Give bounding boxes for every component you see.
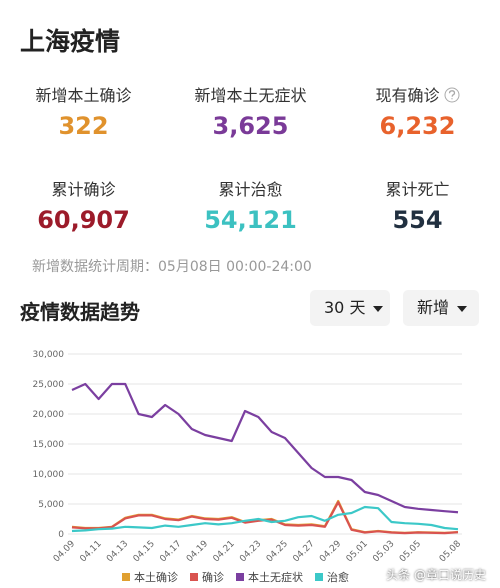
dropdown-label: 新增 bbox=[417, 298, 450, 317]
y-tick-label: 25,000 bbox=[33, 380, 65, 390]
x-tick-label: 05.05 bbox=[398, 539, 423, 564]
y-tick-label: 5,000 bbox=[38, 500, 64, 510]
x-tick-label: 05.08 bbox=[438, 539, 463, 564]
mode-dropdown[interactable]: 新增 bbox=[403, 290, 479, 326]
legend-swatch bbox=[315, 573, 323, 581]
x-tick-label: 04.23 bbox=[238, 539, 263, 564]
stat-value: 554 bbox=[392, 206, 443, 234]
stat: 现有确诊 6,232 bbox=[334, 82, 500, 140]
legend-label: 治愈 bbox=[327, 570, 349, 584]
stat: 累计治愈 54,121 bbox=[167, 176, 334, 234]
stat-value: 322 bbox=[58, 112, 109, 140]
dropdown-label: 30 天 bbox=[324, 298, 366, 317]
watermark: 头条 @章口说历史 bbox=[386, 568, 486, 582]
x-tick-label: 04.19 bbox=[185, 539, 210, 564]
stat-label: 累计治愈 bbox=[167, 176, 334, 200]
series-line bbox=[71, 505, 459, 533]
icon-ring bbox=[444, 87, 459, 103]
stat: 新增本土确诊 322 bbox=[0, 82, 167, 140]
period: 新增数据统计周期：05月08日 00:00-24:00 bbox=[32, 259, 312, 275]
x-tick-label: 04.21 bbox=[212, 539, 237, 564]
stat: 累计确诊 60,907 bbox=[0, 176, 167, 234]
stat: 累计死亡 554 bbox=[334, 176, 500, 234]
legend-label: 本土无症状 bbox=[248, 570, 303, 584]
x-tick-label: 05.01 bbox=[345, 539, 370, 564]
x-tick-label: 04.15 bbox=[132, 539, 157, 564]
x-tick-label: 04.09 bbox=[52, 539, 77, 564]
x-tick-label: 04.13 bbox=[105, 539, 130, 564]
stat: 新增本土无症状 3,625 bbox=[167, 82, 334, 140]
label-text: 新增本土确诊 bbox=[35, 86, 132, 105]
section-title: 疫情数据趋势 bbox=[20, 300, 140, 324]
x-tick-label: 04.25 bbox=[265, 539, 290, 564]
series-line bbox=[71, 382, 459, 514]
y-tick-label: 0 bbox=[58, 530, 64, 540]
legend-label: 确诊 bbox=[202, 570, 224, 584]
page-title: 上海疫情 bbox=[20, 27, 121, 56]
icon-glyph bbox=[448, 90, 455, 100]
stat-label: 新增本土无症状 bbox=[167, 82, 334, 106]
caret bbox=[373, 306, 384, 312]
x-tick-label: 04.27 bbox=[291, 539, 316, 564]
legend-swatch bbox=[190, 573, 198, 581]
x-tick-label: 04.29 bbox=[318, 539, 343, 564]
legend-swatch bbox=[122, 573, 130, 581]
chart: 0 5,000 10,000 15,000 20,000 25,000 30,000 04.0… bbox=[33, 350, 464, 584]
stat-value: 60,907 bbox=[37, 206, 130, 234]
caret bbox=[457, 306, 468, 312]
y-tick-label: 10,000 bbox=[33, 470, 65, 480]
legend-swatch bbox=[236, 573, 244, 581]
y-tick-label: 20,000 bbox=[33, 410, 65, 420]
label-text: 累计死亡 bbox=[385, 180, 450, 199]
range-dropdown[interactable]: 30 天 bbox=[310, 290, 390, 326]
help-icon bbox=[444, 87, 459, 103]
label-text: 累计治愈 bbox=[218, 180, 283, 199]
y-tick-label: 15,000 bbox=[33, 440, 65, 450]
x-tick-label: 04.11 bbox=[78, 539, 103, 564]
stat-value: 3,625 bbox=[212, 112, 289, 140]
stat-label: 新增本土确诊 bbox=[0, 82, 167, 106]
x-tick-label: 05.03 bbox=[371, 539, 396, 564]
stat-value: 6,232 bbox=[379, 112, 456, 140]
series-line bbox=[71, 501, 459, 535]
y-tick-label: 30,000 bbox=[33, 350, 65, 360]
x-tick-label: 04.17 bbox=[158, 539, 183, 564]
stat-label: 现有确诊 bbox=[334, 82, 500, 106]
stat-label: 累计确诊 bbox=[0, 176, 167, 200]
label-text: 现有确诊 bbox=[375, 86, 440, 105]
label-text: 新增本土无症状 bbox=[194, 86, 307, 105]
label-text: 累计确诊 bbox=[51, 180, 116, 199]
legend-label: 本土确诊 bbox=[134, 570, 178, 584]
stat-value: 54,121 bbox=[204, 206, 297, 234]
stat-label: 累计死亡 bbox=[334, 176, 500, 200]
